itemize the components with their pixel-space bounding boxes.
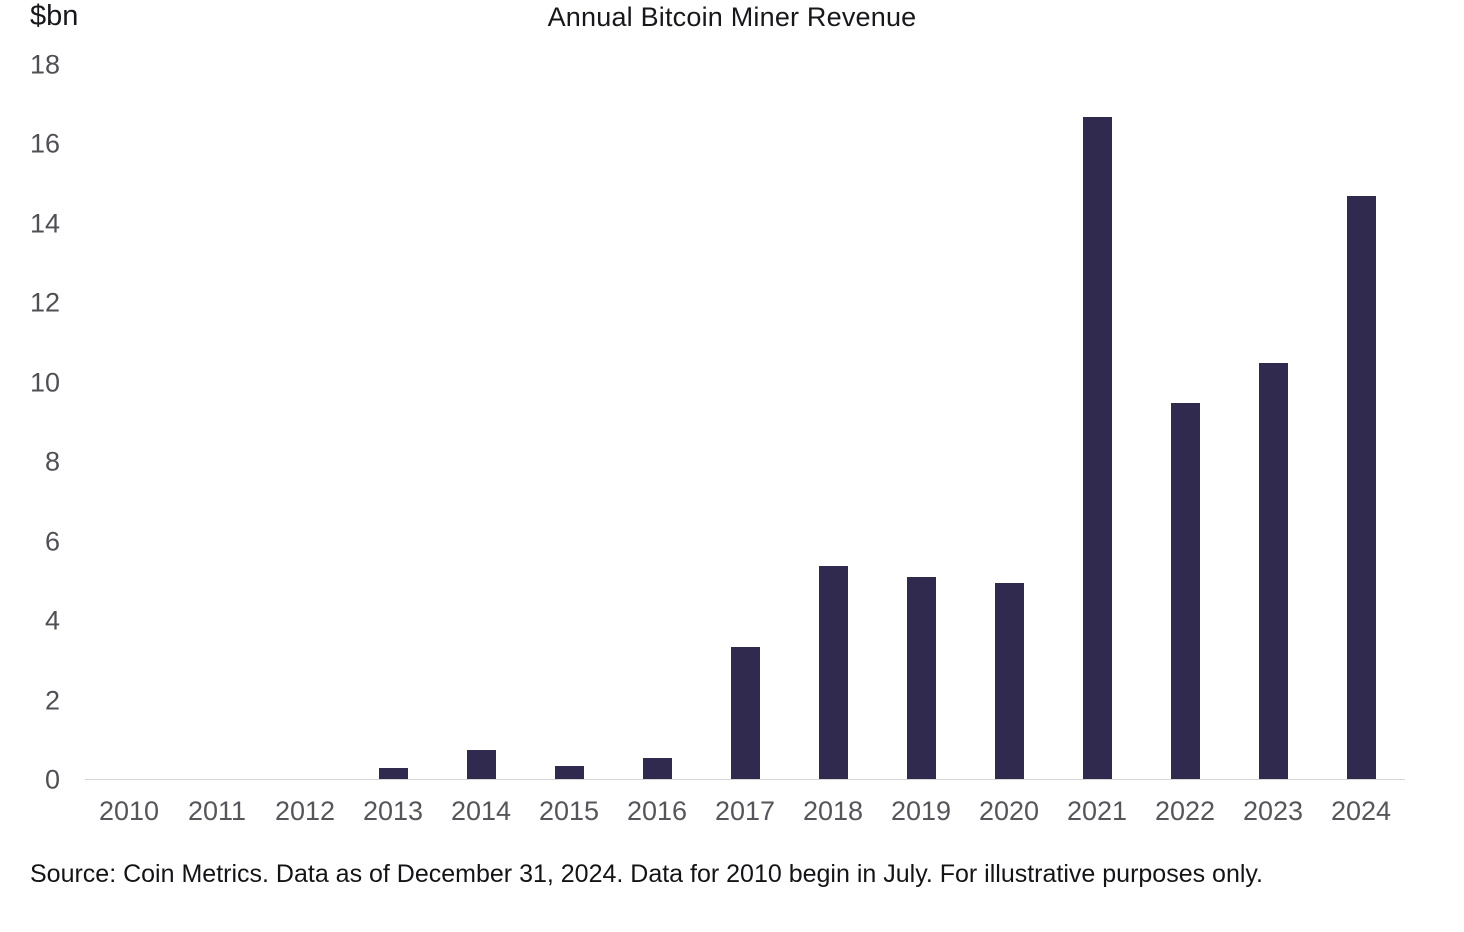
- x-axis-baseline: [85, 779, 1405, 780]
- x-axis-labels: 2010 2011 2012 2013 2014 2015 2016 2017 2018 2019…: [85, 796, 1405, 827]
- x-label-2023: 2023: [1242, 796, 1304, 826]
- bar-slot-2013: [349, 65, 437, 780]
- x-label-2014: 2014: [450, 796, 512, 826]
- y-axis-tick-labels: 0 2 4 6 8 10 12 14 16 18: [0, 50, 60, 795]
- bar-slot-2020: [965, 65, 1053, 780]
- bar-slot-2014: [437, 65, 525, 780]
- y-tick-0: 0: [44, 764, 60, 795]
- y-tick-16: 16: [29, 128, 60, 159]
- bar-slot-2010: [85, 65, 173, 780]
- y-tick-8: 8: [44, 446, 60, 477]
- bar-slot-2022: [1141, 65, 1229, 780]
- bar-slot-2011: [173, 65, 261, 780]
- y-tick-10: 10: [29, 367, 60, 398]
- y-tick-14: 14: [29, 208, 60, 239]
- x-label-2011: 2011: [187, 796, 247, 826]
- bar-slot-2019: [877, 65, 965, 780]
- bar-slot-2018: [789, 65, 877, 780]
- bar-slot-2021: [1053, 65, 1141, 780]
- bar-slot-2015: [525, 65, 613, 780]
- x-label-2015: 2015: [538, 796, 600, 826]
- x-label-2012: 2012: [274, 796, 336, 826]
- bar-2022: [1170, 402, 1200, 780]
- bar-2013: [378, 768, 408, 780]
- x-label-2024: 2024: [1330, 796, 1392, 826]
- plot-area: [85, 65, 1405, 780]
- bar-slot-2023: [1229, 65, 1317, 780]
- x-label-2013: 2013: [362, 796, 424, 826]
- x-label-2017: 2017: [714, 796, 776, 826]
- bar-2017: [730, 646, 760, 780]
- x-label-2020: 2020: [978, 796, 1040, 826]
- x-label-2010: 2010: [98, 796, 160, 826]
- bar-2020: [994, 583, 1024, 780]
- bar-slot-2017: [701, 65, 789, 780]
- y-tick-4: 4: [44, 605, 60, 636]
- bar-2015: [554, 766, 584, 780]
- y-tick-2: 2: [44, 685, 60, 716]
- x-label-2018: 2018: [802, 796, 864, 826]
- bars-container: [85, 65, 1405, 780]
- bar-2019: [906, 577, 936, 780]
- bar-slot-2024: [1317, 65, 1405, 780]
- source-note: Source: Coin Metrics. Data as of Decembe…: [30, 860, 1264, 888]
- bar-2014: [466, 750, 496, 780]
- y-tick-6: 6: [44, 526, 60, 557]
- bar-2016: [642, 758, 672, 780]
- x-label-2022: 2022: [1154, 796, 1216, 826]
- y-tick-18: 18: [29, 49, 60, 80]
- x-label-2016: 2016: [626, 796, 688, 826]
- bar-2021: [1082, 116, 1112, 780]
- chart-title: Annual Bitcoin Miner Revenue: [547, 2, 917, 32]
- x-label-2019: 2019: [890, 796, 952, 826]
- x-label-2021: 2021: [1066, 796, 1128, 826]
- bar-2023: [1258, 362, 1288, 780]
- bar-slot-2012: [261, 65, 349, 780]
- y-tick-12: 12: [29, 287, 60, 318]
- bar-2024: [1346, 196, 1376, 780]
- bar-slot-2016: [613, 65, 701, 780]
- bar-2018: [818, 565, 848, 780]
- y-axis-unit-label: $bn: [30, 0, 79, 32]
